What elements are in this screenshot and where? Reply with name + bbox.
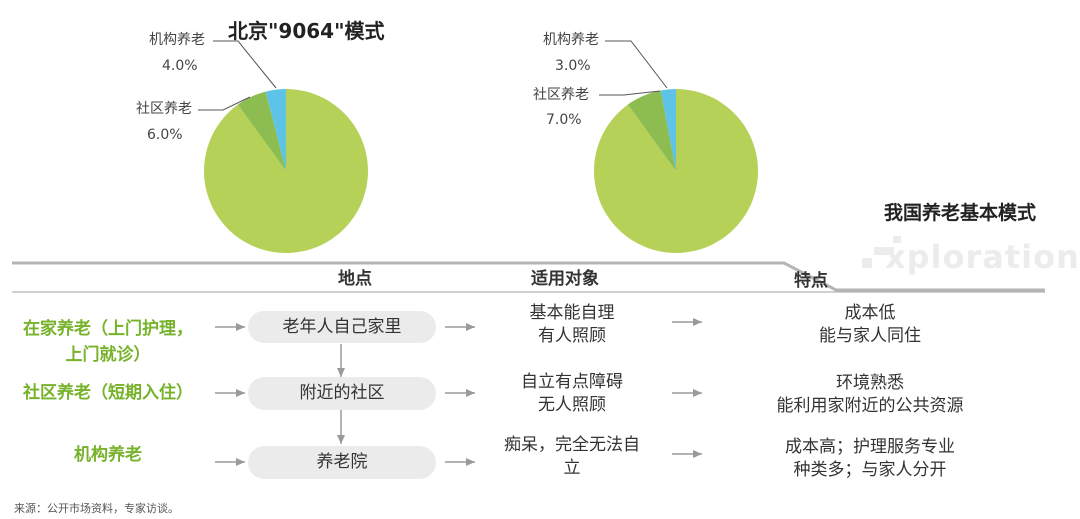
- pie-slice: [594, 89, 759, 253]
- leader-line: [605, 40, 668, 89]
- watermark-mark: [862, 258, 872, 268]
- leader-line: [213, 40, 277, 89]
- watermark-mark: [893, 236, 901, 243]
- feature-text-community: 环境熟悉 能利用家附近的公共资源: [776, 373, 964, 416]
- column-header-location: 地点: [338, 269, 372, 289]
- pie-title: 北京"9064"模式: [228, 19, 385, 43]
- location-pill-community: 附近的社区: [248, 377, 436, 410]
- pie-slice: [265, 89, 286, 171]
- pie-label-name: 机构养老: [543, 32, 599, 48]
- target-text-institution: 痴呆，完全无法自 立: [504, 435, 640, 478]
- source-note: 来源：公开市场资料，专家访谈。: [14, 502, 179, 515]
- target-text-community: 自立有点障碍 无人照顾: [521, 372, 623, 415]
- feature-text-home: 成本低 能与家人同住: [819, 303, 921, 346]
- pie-label-value: 7.0%: [546, 112, 582, 128]
- leader-line: [599, 90, 661, 96]
- pie-slice: [627, 90, 676, 171]
- row-label-community: 社区养老（短期入住）: [23, 383, 193, 403]
- location-pill-home: 老年人自己家里: [248, 311, 436, 343]
- leader-line: [198, 96, 251, 111]
- pie-label-name: 社区养老: [533, 87, 589, 103]
- pie-slice: [237, 91, 286, 171]
- row-label-institution: 机构养老: [74, 445, 142, 465]
- main-title: 我国养老基本模式: [884, 202, 1037, 224]
- target-text-home: 基本能自理 有人照顾: [529, 303, 615, 346]
- row-label-home: 在家养老（上门护理， 上门就诊）: [23, 319, 193, 365]
- header-top-line: [12, 261, 1045, 292]
- pie-label-value: 6.0%: [147, 127, 183, 143]
- watermark: xploration: [885, 238, 1080, 276]
- pie-chart-national: [594, 89, 759, 253]
- location-pill-institution: 养老院: [248, 446, 436, 479]
- feature-text-institution: 成本高；护理服务专业 种类多；与家人分开: [785, 437, 955, 480]
- pie-label-value: 4.0%: [162, 58, 198, 74]
- pie-label-name: 机构养老: [149, 32, 205, 48]
- pie-chart-beijing: [203, 89, 368, 253]
- watermark-mark: [874, 247, 894, 255]
- pie-label-name: 社区养老: [136, 101, 192, 117]
- pie-charts: [198, 40, 759, 253]
- column-header-feature: 特点: [794, 271, 828, 291]
- header-rules: [12, 261, 1045, 293]
- pie-slice: [660, 89, 676, 171]
- pie-label-value: 3.0%: [555, 58, 591, 74]
- pie-slice: [203, 89, 368, 253]
- column-header-target: 适用对象: [531, 269, 599, 289]
- flow-arrows: [215, 318, 702, 466]
